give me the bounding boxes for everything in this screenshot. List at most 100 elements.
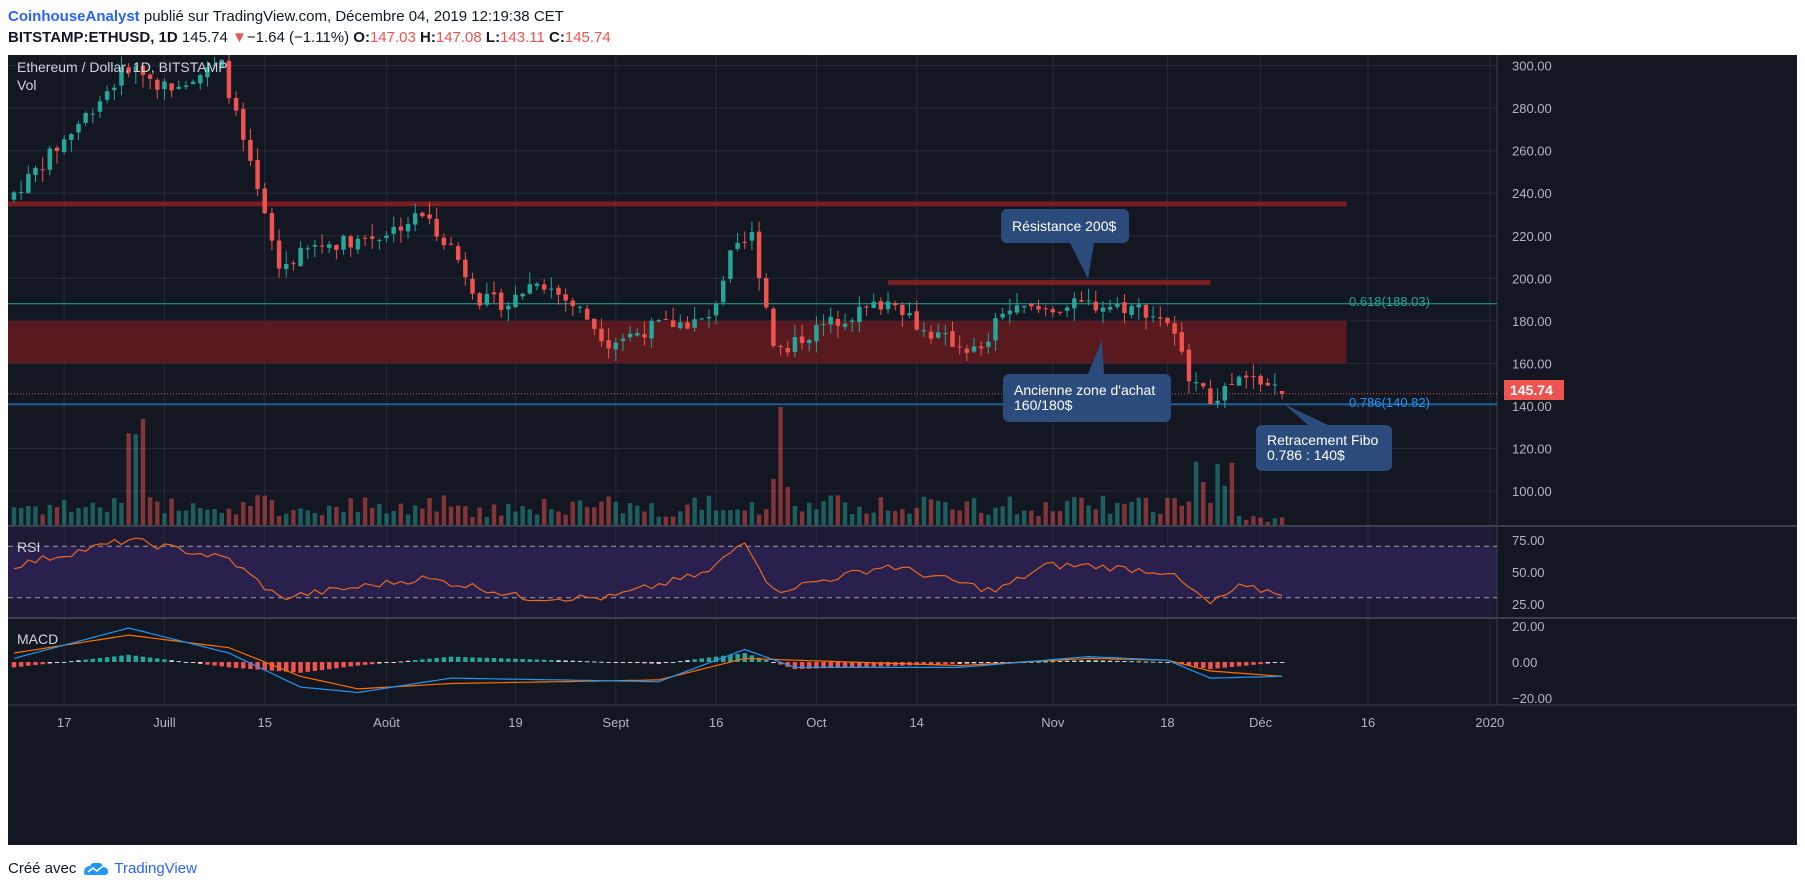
macd-histogram-bar [276, 662, 282, 672]
macd-histogram-bar [735, 653, 740, 662]
volume-bar [792, 505, 798, 525]
candle [97, 101, 103, 112]
price-axis-label: 240.00 [1512, 186, 1552, 201]
macd-histogram-bar [33, 662, 38, 666]
macd-histogram-bar [133, 655, 139, 662]
volume-bar [298, 508, 303, 525]
resistance-callout[interactable]: Résistance 200$ [1001, 209, 1129, 243]
volume-bar [506, 503, 511, 525]
volume-bar [1158, 513, 1163, 525]
candle [112, 87, 117, 91]
volume-bar [778, 407, 783, 525]
volume-bar [1279, 517, 1285, 525]
candle [1229, 383, 1235, 385]
candle [391, 226, 396, 234]
macd-histogram-bar [391, 662, 396, 663]
volume-bar [549, 509, 554, 525]
candle [921, 330, 927, 332]
volume-bar [570, 501, 576, 525]
macd-histogram-bar [147, 657, 153, 662]
volume-bar [785, 486, 790, 525]
fibo-callout-line1: Retracement Fibo [1267, 432, 1378, 448]
volume-bar [692, 497, 697, 525]
volume-bar [219, 512, 224, 525]
candle [706, 316, 712, 319]
candle [334, 244, 339, 250]
chart-frame[interactable]: 300.00 280.00 260.00 240.00 220.00 200.00 180.… [8, 53, 1797, 845]
price-axis-label: 200.00 [1512, 271, 1552, 286]
volume-bar [169, 498, 174, 525]
macd-histogram-bar [1115, 660, 1120, 662]
macd-histogram-bar [169, 660, 174, 662]
volume-bar [33, 506, 38, 525]
buy-zone-callout[interactable]: Ancienne zone d'achat 160/180$ [1003, 374, 1171, 422]
candle [427, 214, 432, 219]
candle [212, 65, 217, 67]
volume-bar [255, 495, 260, 525]
macd-histogram-bar [1064, 660, 1070, 662]
volume-bar [878, 497, 884, 525]
time-axis-label: 15 [258, 715, 272, 730]
volume-bar [334, 506, 339, 525]
chart-svg[interactable]: 300.00280.00260.00240.00220.00200.00180.… [8, 53, 1797, 845]
price-axis-label: 280.00 [1512, 101, 1552, 116]
candle [513, 294, 518, 308]
candle [233, 97, 239, 111]
volume-bar [434, 511, 439, 525]
candle [484, 293, 490, 305]
macd-histogram-bar [978, 662, 984, 664]
candle [792, 337, 798, 352]
time-axis-label: 17 [57, 715, 71, 730]
rsi-axis-label: 75.00 [1512, 533, 1545, 548]
volume-bar [463, 506, 468, 525]
candle [269, 212, 275, 241]
macd-histogram-bar [434, 658, 439, 662]
candle [1236, 376, 1242, 386]
candle [1258, 375, 1263, 385]
volume-bar [83, 507, 88, 525]
macd-histogram-bar [1000, 662, 1005, 663]
volume-label: Vol [17, 77, 36, 93]
volume-bar [914, 507, 919, 525]
volume-bar [620, 513, 626, 525]
candle [577, 306, 583, 308]
change-arrow-icon: ▼ [231, 29, 247, 46]
candle [1007, 310, 1013, 315]
volume-bar [921, 496, 927, 525]
candle [892, 303, 898, 306]
macd-histogram-bar [943, 662, 948, 665]
volume-bar [226, 508, 232, 525]
macd-histogram-bar [792, 662, 798, 670]
volume-bar [706, 495, 712, 525]
time-axis-label: 16 [709, 715, 723, 730]
macd-histogram-bar [849, 662, 855, 668]
candle [298, 248, 303, 267]
candle [1036, 305, 1041, 310]
volume-bar [1122, 503, 1127, 525]
macd-histogram-bar [506, 658, 511, 662]
author-link[interactable]: CoinhouseAnalyst [8, 8, 140, 25]
volume-bar [1208, 502, 1213, 525]
volume-bar [97, 507, 103, 525]
candle [198, 75, 203, 84]
price-axis-label: 260.00 [1512, 144, 1552, 159]
fibo-callout[interactable]: Retracement Fibo 0.786 : 140$ [1256, 425, 1392, 471]
candle [190, 81, 196, 85]
macd-histogram-bar [520, 659, 525, 662]
candle [764, 278, 769, 308]
macd-histogram-bar [549, 659, 554, 662]
high-label: H: [420, 29, 436, 46]
candle [1029, 303, 1034, 307]
candle [957, 346, 962, 348]
rsi-axis-label: 25.00 [1512, 597, 1545, 612]
volume-bar [735, 509, 740, 525]
candle [420, 212, 425, 217]
volume-bar [928, 499, 934, 525]
candle [556, 287, 561, 295]
candle [183, 85, 189, 87]
price-change: −1.64 (−1.11%) [246, 29, 350, 46]
tradingview-link[interactable]: TradingView [114, 860, 197, 877]
volume-bar [964, 501, 970, 525]
volume-bar [155, 501, 160, 525]
volume-bar [26, 506, 31, 525]
